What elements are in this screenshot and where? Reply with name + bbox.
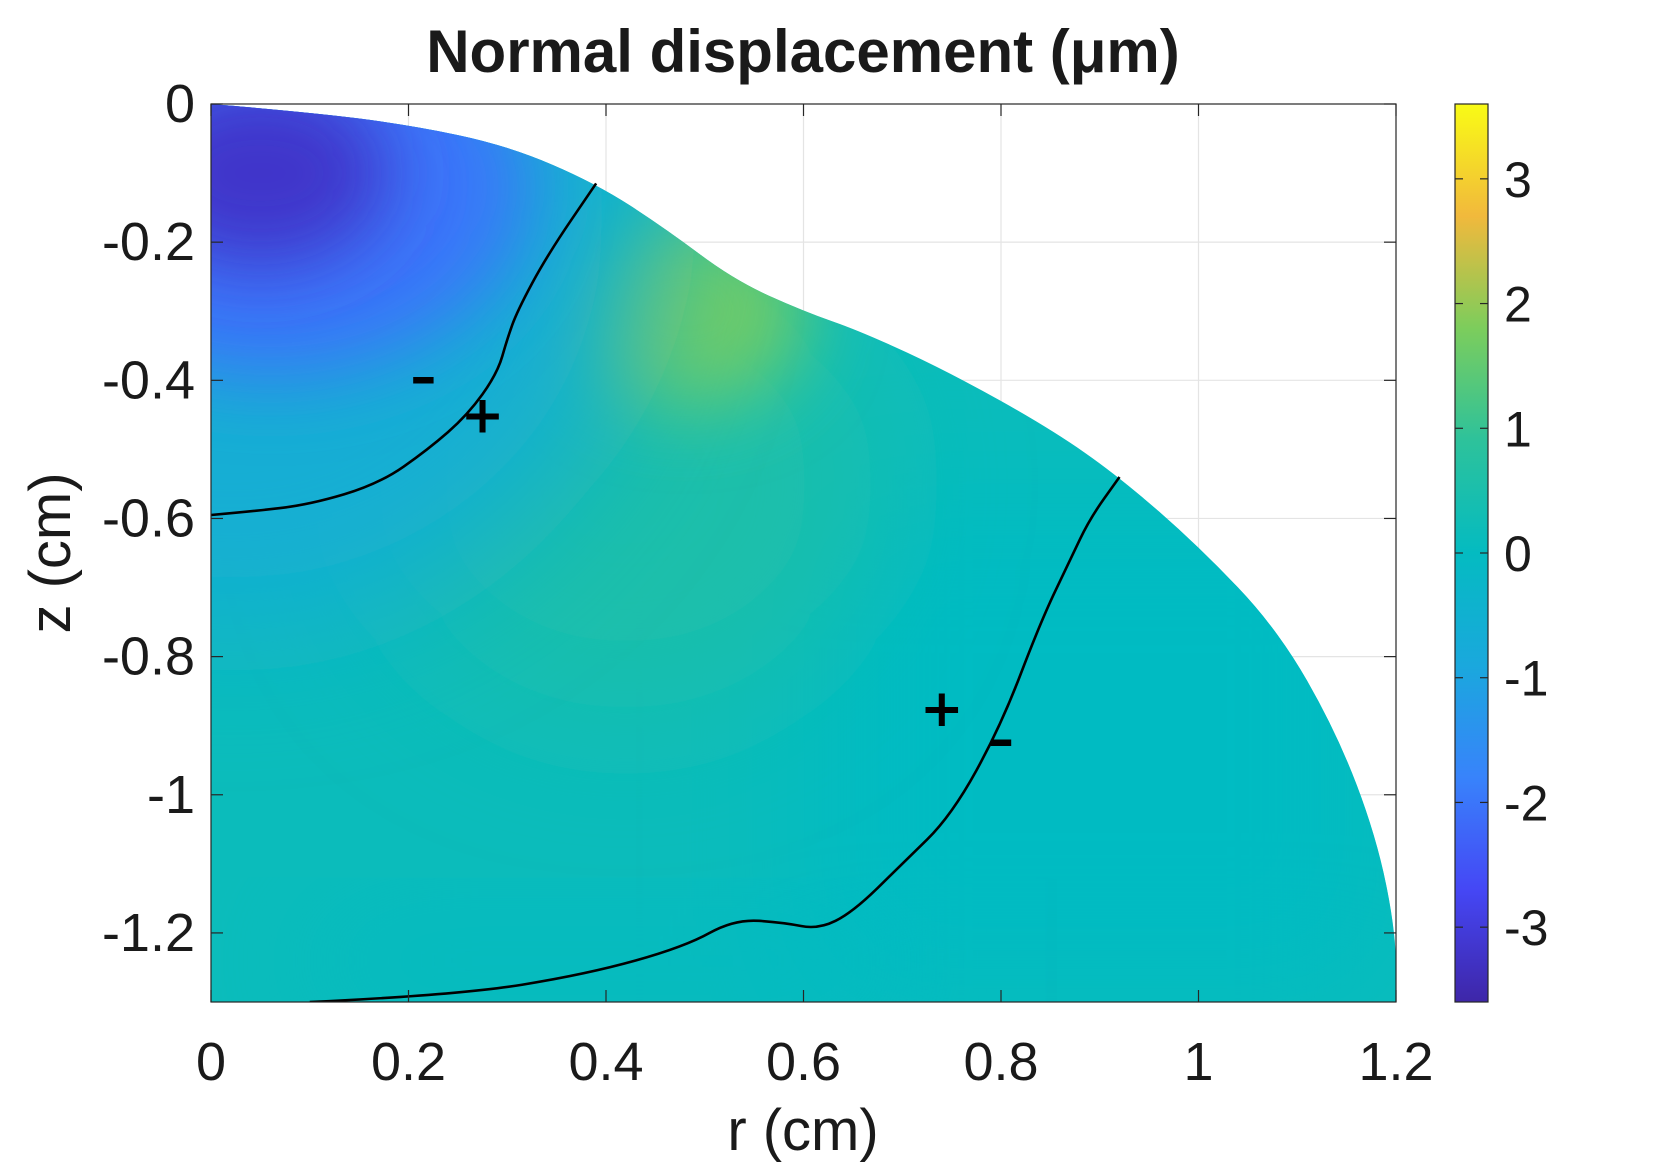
y-tick-label: -0.4 [102, 350, 195, 410]
x-tick-label: 0.2 [371, 1032, 446, 1092]
y-tick-label: -0.8 [102, 627, 195, 687]
y-axis-label: z (cm) [18, 472, 83, 633]
plus-sign-annotation: + [461, 385, 505, 445]
colorbar-tick-label: 3 [1504, 152, 1532, 208]
y-tick-label: 0 [165, 74, 195, 134]
colorbar-ticks: 3 2 1 0 -1 -2 -3 [1455, 152, 1548, 956]
minus-sign-annotation: – [410, 347, 436, 407]
colorbar-tick-label: -3 [1504, 900, 1548, 956]
sign-annotations: –++– [410, 347, 1014, 770]
colorbar-tick-label: -2 [1504, 775, 1548, 831]
field-bottom-region [309, 919, 903, 1002]
y-tick-label: -0.2 [102, 212, 195, 272]
colorbar-tick-label: 1 [1504, 401, 1532, 457]
chart-title: Normal displacement (μm) [426, 18, 1180, 85]
y-tick-label: -1 [147, 765, 195, 825]
x-axis-label: r (cm) [727, 1098, 878, 1163]
x-tick-label: 0 [196, 1032, 226, 1092]
y-tick-label: -0.6 [102, 488, 195, 548]
x-tick-label: 0.8 [963, 1032, 1038, 1092]
minus-sign-annotation: – [988, 710, 1014, 770]
zero-contour-2 [309, 476, 1121, 1002]
zero-contour-1 [211, 182, 598, 517]
zero-contours [211, 182, 1121, 1002]
axis-ticks: 0 0.2 0.4 0.6 0.8 1 1.2 0 -0.2 -0.4 -0.6 -0.8 -1 -1.2 [102, 74, 1434, 1092]
colorbar-tick-label: 2 [1504, 277, 1532, 333]
y-tick-label: -1.2 [102, 903, 195, 963]
x-tick-label: 1 [1183, 1032, 1213, 1092]
x-tick-label: 0.6 [766, 1032, 841, 1092]
field-minimum [211, 104, 391, 269]
x-tick-label: 0.4 [568, 1032, 643, 1092]
colorbar-tick-label: -1 [1504, 651, 1548, 707]
x-tick-label: 1.2 [1358, 1032, 1433, 1092]
colorbar-tick-label: 0 [1504, 526, 1532, 582]
plus-sign-annotation: + [920, 679, 964, 739]
